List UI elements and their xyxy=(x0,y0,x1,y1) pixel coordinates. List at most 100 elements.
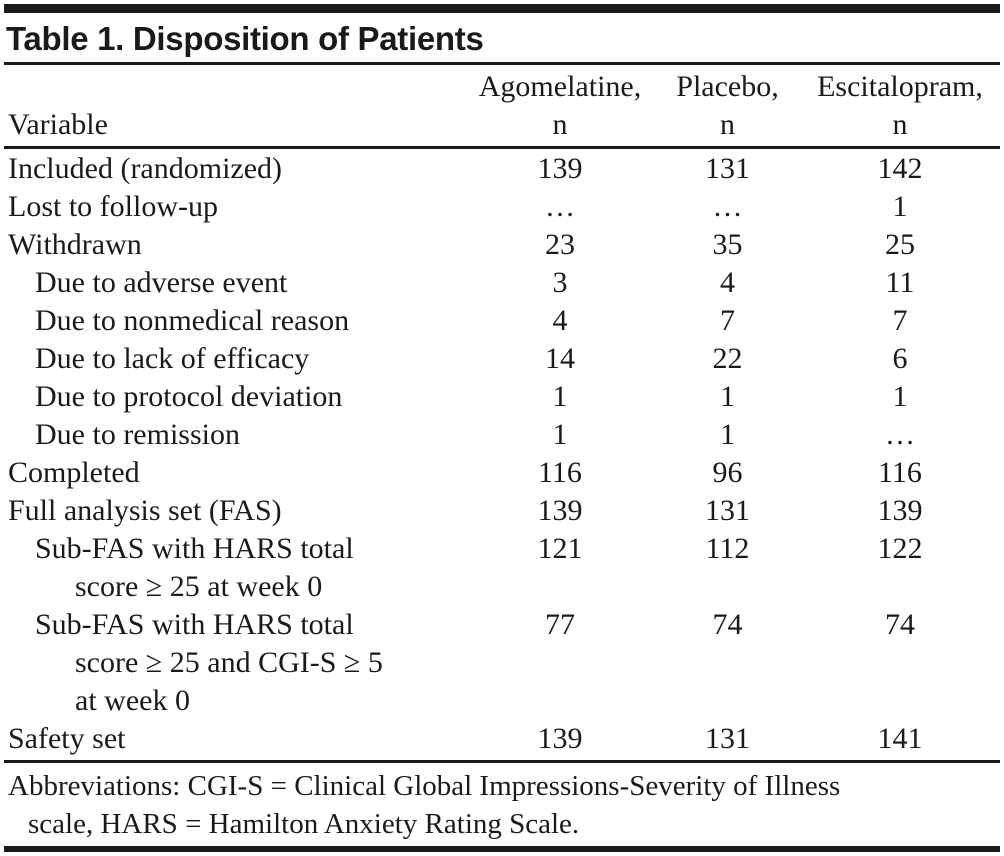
cell-value: 11 xyxy=(885,266,915,299)
column-header-unit: n xyxy=(720,108,735,141)
row-label: Full analysis set (FAS) xyxy=(8,492,470,530)
cell-value: 22 xyxy=(712,342,743,375)
row-label: Sub-FAS with HARS total score ≥ 25 and CG… xyxy=(8,606,470,720)
row-label-line: Due to lack of efficacy xyxy=(35,342,310,375)
row-label-line: Due to nonmedical reason xyxy=(35,304,350,337)
cell-value: 35 xyxy=(712,228,743,261)
cell-value: 112 xyxy=(705,532,750,565)
row-label-line: Lost to follow-up xyxy=(8,190,218,223)
cell-value: 7 xyxy=(720,304,735,337)
footnote-separator-rule xyxy=(4,760,1000,763)
table-row: Due to remission 1 1 … xyxy=(8,416,1000,454)
cell-value: 141 xyxy=(877,722,923,755)
row-label: Due to adverse event xyxy=(8,264,470,302)
cell-value: 116 xyxy=(538,456,582,489)
cell-value: 23 xyxy=(545,228,575,261)
cell-value: 1 xyxy=(720,418,735,451)
cell-value: 142 xyxy=(877,152,923,185)
table-row: Completed 116 96 116 xyxy=(8,454,1000,492)
row-label: Due to lack of efficacy xyxy=(8,340,470,378)
column-header-unit: n xyxy=(552,108,568,141)
cell-value: 7 xyxy=(892,304,908,337)
row-label-line: Sub-FAS with HARS total xyxy=(35,608,354,641)
column-header-drug-name: Placebo, xyxy=(676,70,779,103)
cell-value: 1 xyxy=(892,380,908,413)
cell-value: 4 xyxy=(552,304,568,337)
footnote-line: Abbreviations: CGI-S = Clinical Global I… xyxy=(8,770,841,802)
row-label-line: Safety set xyxy=(8,722,126,755)
cell-value: 139 xyxy=(877,494,923,527)
abbreviations-footnote: Abbreviations: CGI-S = Clinical Global I… xyxy=(4,763,1000,846)
row-label: Sub-FAS with HARS total score ≥ 25 at wee… xyxy=(8,530,470,606)
paper-table-figure: Table 1. Disposition of Patients Variabl… xyxy=(0,4,1004,852)
row-label: Due to remission xyxy=(8,416,470,454)
table-row: Full analysis set (FAS) 139 131 139 xyxy=(8,492,1000,530)
cell-value: 77 xyxy=(545,608,575,641)
cell-value: 1 xyxy=(720,380,735,413)
cell-value: … xyxy=(885,418,915,451)
column-header-escitalopram: Escitalopram, n xyxy=(805,68,995,144)
cell-value: 1 xyxy=(552,380,568,413)
table-row: Included (randomized) 139 131 142 xyxy=(8,150,1000,188)
row-label-line: Due to remission xyxy=(35,418,240,451)
cell-value: 131 xyxy=(705,494,750,527)
row-label-line: Included (randomized) xyxy=(8,152,283,185)
cell-value: 131 xyxy=(705,152,750,185)
column-header-drug-name: Agomelatine, xyxy=(478,70,642,103)
cell-value: 139 xyxy=(537,722,583,755)
cell-value: 139 xyxy=(537,152,583,185)
cell-value: 116 xyxy=(878,456,922,489)
table-row: Safety set 139 131 141 xyxy=(8,720,1000,758)
top-rule xyxy=(4,4,1000,13)
cell-value: … xyxy=(545,190,575,223)
cell-value: 4 xyxy=(720,266,735,299)
row-label: Due to nonmedical reason xyxy=(8,302,470,340)
row-label-line: Due to protocol deviation xyxy=(35,380,343,413)
column-header-unit: n xyxy=(892,108,908,141)
cell-value: 121 xyxy=(537,532,583,565)
table-row: Sub-FAS with HARS total score ≥ 25 at wee… xyxy=(8,530,1000,606)
cell-value: 74 xyxy=(885,608,915,641)
row-label: Withdrawn xyxy=(8,226,470,264)
cell-value: 25 xyxy=(885,228,915,261)
variable-column-header: Variable xyxy=(8,108,108,141)
table-row: Withdrawn 23 35 25 xyxy=(8,226,1000,264)
row-label-line: Sub-FAS with HARS total xyxy=(35,532,354,565)
table-row: Due to nonmedical reason 4 7 7 xyxy=(8,302,1000,340)
cell-value: 96 xyxy=(712,456,743,489)
row-label: Completed xyxy=(8,454,470,492)
row-label: Due to protocol deviation xyxy=(8,378,470,416)
row-label: Included (randomized) xyxy=(8,150,470,188)
table-title: Table 1. Disposition of Patients xyxy=(4,13,1000,65)
table-row: Due to protocol deviation 1 1 1 xyxy=(8,378,1000,416)
cell-value: 122 xyxy=(877,532,923,565)
column-header-placebo: Placebo, n xyxy=(650,68,805,144)
cell-value: 139 xyxy=(537,494,583,527)
column-header-drug-name: Escitalopram, xyxy=(817,70,983,103)
cell-value: 6 xyxy=(892,342,908,375)
table-row: Lost to follow-up … … 1 xyxy=(8,188,1000,226)
bottom-rule xyxy=(4,846,1000,852)
cell-value: 74 xyxy=(712,608,743,641)
row-label-line: Withdrawn xyxy=(8,228,142,261)
row-label-line: Full analysis set (FAS) xyxy=(8,494,282,527)
cell-value: 1 xyxy=(552,418,568,451)
table-header-row: Variable Agomelatine, n Placebo, n Escit… xyxy=(4,65,1000,149)
table-row: Due to adverse event 3 4 11 xyxy=(8,264,1000,302)
row-label-line: Due to adverse event xyxy=(35,266,288,299)
row-label-continuation: score ≥ 25 and CGI-S ≥ 5 xyxy=(75,646,383,679)
row-label-line: Completed xyxy=(8,456,140,489)
row-label: Lost to follow-up xyxy=(8,188,470,226)
cell-value: … xyxy=(712,190,743,223)
column-header-agomelatine: Agomelatine, n xyxy=(470,68,650,144)
cell-value: 3 xyxy=(552,266,568,299)
cell-value: 1 xyxy=(892,190,908,223)
row-label-continuation: score ≥ 25 at week 0 xyxy=(75,570,323,603)
table-row: Due to lack of efficacy 14 22 6 xyxy=(8,340,1000,378)
row-label-continuation: at week 0 xyxy=(75,684,190,717)
cell-value: 131 xyxy=(705,722,750,755)
row-label: Safety set xyxy=(8,720,470,758)
footnote-line: scale, HARS = Hamilton Anxiety Rating Sc… xyxy=(28,808,580,840)
table-row: Sub-FAS with HARS total score ≥ 25 and CG… xyxy=(8,606,1000,720)
table-body: Included (randomized) 139 131 142 Lost to fo… xyxy=(4,149,1000,758)
